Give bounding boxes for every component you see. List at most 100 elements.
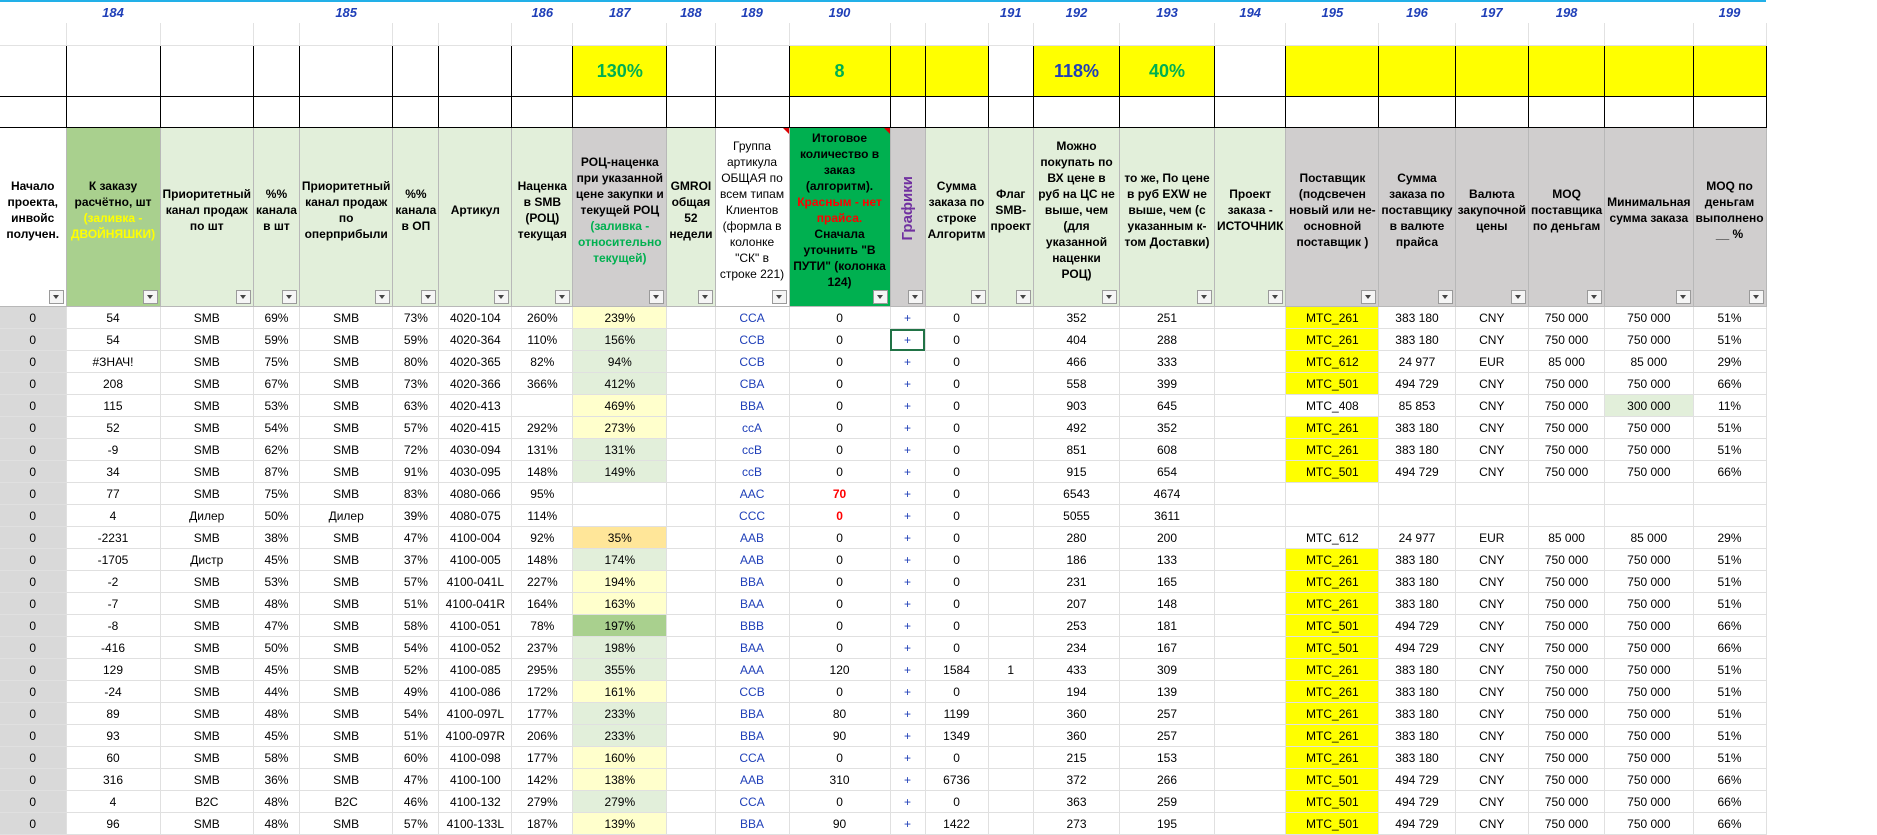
data-cell[interactable]: CNY [1455,548,1529,571]
data-cell[interactable]: 72% [392,438,440,461]
data-cell[interactable]: 29% [1693,526,1767,549]
data-cell[interactable]: SMB [299,328,394,351]
data-cell[interactable] [988,482,1035,505]
header-cell-h15[interactable]: Можно покупать по ВХ цене в руб на ЦС не… [1033,127,1120,307]
data-cell[interactable]: 0 [789,570,891,593]
data-cell[interactable]: 750 000 [1528,658,1606,681]
data-cell[interactable]: 36% [253,768,300,791]
data-cell[interactable]: MTC_261 [1285,416,1380,439]
data-cell[interactable]: 75% [253,482,300,505]
data-cell[interactable]: 51% [1693,416,1767,439]
data-cell[interactable]: 50% [253,504,300,527]
empty-cell[interactable] [1604,23,1694,46]
data-cell[interactable]: 750 000 [1604,548,1694,571]
data-cell[interactable]: 383 180 [1378,592,1456,615]
empty-cell[interactable] [392,96,440,128]
data-cell[interactable]: AAA [715,658,790,681]
data-cell[interactable] [988,790,1035,813]
data-cell[interactable]: CCB [715,328,790,351]
data-cell[interactable]: 494 729 [1378,614,1456,637]
data-cell[interactable]: 750 000 [1604,790,1694,813]
empty-cell[interactable] [1604,96,1694,128]
data-cell[interactable]: 3611 [1119,504,1215,527]
data-cell[interactable]: 37% [392,548,440,571]
data-cell[interactable]: MTC_261 [1285,438,1380,461]
data-cell[interactable]: 0 [789,636,891,659]
column-number-cell[interactable]: 185 [299,0,393,23]
data-cell[interactable]: SMB [299,416,394,439]
data-cell[interactable]: 0 [789,504,891,527]
data-cell[interactable]: 59% [253,328,300,351]
data-cell[interactable]: 51% [1693,328,1767,351]
data-cell[interactable]: 0 [925,372,989,395]
data-cell[interactable]: 260% [511,306,574,329]
header-cell-h0[interactable]: Начало проекта, инвойс получен. [0,127,67,307]
data-cell[interactable]: 60 [66,746,161,769]
column-number-cell[interactable] [253,0,300,23]
data-cell[interactable]: Дилер [160,504,255,527]
data-cell[interactable]: 44% [253,680,300,703]
data-cell[interactable]: 172% [511,680,574,703]
data-cell[interactable]: 372 [1033,768,1120,791]
data-cell[interactable]: 750 000 [1604,680,1694,703]
data-cell[interactable]: CNY [1455,658,1529,681]
data-cell[interactable]: 54% [392,702,440,725]
data-cell[interactable]: AAB [715,768,790,791]
data-cell[interactable]: 215 [1033,746,1120,769]
header-cell-h22[interactable]: Минимальная сумма заказа [1604,127,1694,307]
data-cell[interactable]: 51% [392,724,440,747]
empty-cell[interactable] [253,96,300,128]
data-cell[interactable]: 139% [572,812,668,835]
data-cell[interactable]: 39% [392,504,440,527]
data-cell[interactable]: SMB [160,328,255,351]
summary-cell[interactable] [1285,45,1380,97]
data-cell[interactable]: 174% [572,548,668,571]
data-cell[interactable]: MTC_261 [1285,746,1380,769]
data-cell[interactable]: 85 000 [1604,350,1694,373]
empty-cell[interactable] [1693,96,1767,128]
data-cell[interactable]: SMB [160,636,255,659]
data-cell[interactable]: 0 [789,614,891,637]
header-cell-h3[interactable]: %% канала в шт [253,127,300,307]
data-cell[interactable] [1214,790,1287,813]
data-cell[interactable]: 279% [572,790,668,813]
empty-cell[interactable] [253,23,300,46]
data-cell[interactable]: 4674 [1119,482,1215,505]
data-cell[interactable]: CCA [715,790,790,813]
data-cell[interactable]: 0 [789,592,891,615]
empty-cell[interactable] [511,96,574,128]
header-cell-h4[interactable]: Приоритетный канал продаж по оперприбыли [299,127,394,307]
data-cell[interactable]: B2C [299,790,394,813]
empty-cell[interactable] [1119,23,1215,46]
data-cell[interactable] [1214,658,1287,681]
data-cell[interactable]: ccA [715,416,790,439]
data-cell[interactable]: 750 000 [1528,570,1606,593]
data-cell[interactable]: 915 [1033,460,1120,483]
data-cell[interactable]: 4100-133L [438,812,513,835]
data-cell[interactable]: 4080-075 [438,504,513,527]
column-number-cell[interactable] [890,0,926,23]
data-cell[interactable] [1214,548,1287,571]
filter-dropdown-icon[interactable] [1197,290,1212,304]
data-cell[interactable]: EUR [1455,350,1529,373]
data-cell[interactable]: 57% [392,570,440,593]
data-cell[interactable]: 195 [1119,812,1215,835]
data-cell[interactable]: 4100-051 [438,614,513,637]
data-cell[interactable]: 750 000 [1528,746,1606,769]
data-cell[interactable]: 0 [0,350,67,373]
data-cell[interactable] [666,790,716,813]
data-cell[interactable]: 750 000 [1528,328,1606,351]
data-cell[interactable]: 4 [66,504,161,527]
empty-cell[interactable] [1455,96,1529,128]
empty-cell[interactable] [1214,96,1287,128]
data-cell[interactable]: 0 [0,548,67,571]
data-cell[interactable] [1528,504,1606,527]
data-cell[interactable]: 0 [925,746,989,769]
data-cell[interactable]: + [890,460,926,483]
data-cell[interactable]: SMB [160,702,255,725]
empty-cell[interactable] [890,23,926,46]
data-cell[interactable]: 0 [0,438,67,461]
data-cell[interactable] [572,504,668,527]
data-cell[interactable]: + [890,482,926,505]
summary-cell[interactable] [1455,45,1529,97]
